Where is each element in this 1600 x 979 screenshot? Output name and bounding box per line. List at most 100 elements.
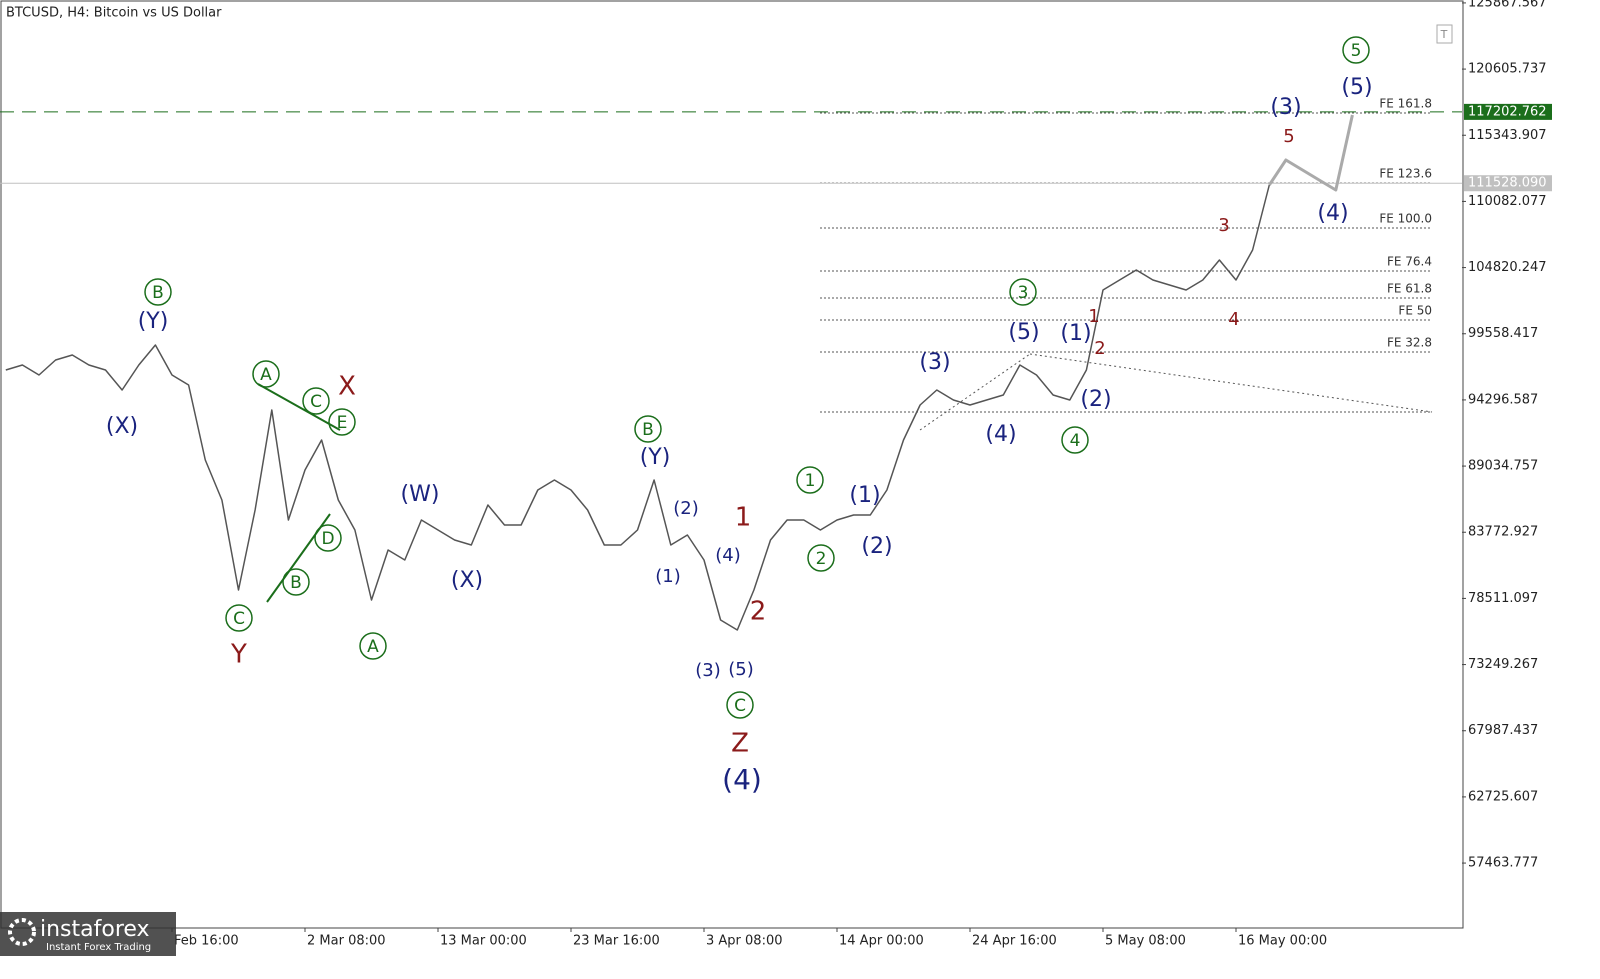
wave-label: 2	[1094, 338, 1105, 359]
y-tick-label: 115343.907	[1468, 128, 1547, 143]
watermark-box	[0, 912, 176, 956]
wave-label: (1)	[655, 566, 681, 587]
wave-label: (3)	[919, 350, 950, 375]
y-tick-label: 67987.437	[1468, 723, 1538, 738]
wave-label: A	[260, 365, 272, 385]
price-label: 117202.762	[1468, 104, 1547, 119]
wave-circle	[225, 604, 253, 632]
watermark-name: instaforex	[40, 917, 150, 942]
y-tick-label: 57463.777	[1468, 856, 1538, 871]
watermark-tagline: Instant Forex Trading	[46, 942, 151, 953]
y-tick-label: 89034.757	[1468, 459, 1538, 474]
wave-label: D	[321, 529, 334, 549]
y-tick-label: 83772.927	[1468, 525, 1538, 540]
wave-label: 5	[1283, 126, 1294, 147]
x-tick-label: 14 Apr 00:00	[839, 934, 924, 949]
wave-label: 2	[816, 549, 827, 569]
x-tick-label: 23 Mar 16:00	[573, 934, 660, 949]
wave-label: (4)	[985, 422, 1016, 447]
wave-circle	[359, 632, 387, 660]
y-tick-label: 73249.267	[1468, 657, 1538, 672]
wave-label: (2)	[1080, 387, 1111, 412]
wave-circle	[726, 691, 754, 719]
trendline	[257, 383, 341, 431]
wave-label: (W)	[401, 482, 440, 507]
wave-label: 4	[1070, 431, 1081, 451]
wave-label: Z	[731, 729, 749, 759]
fib-label: FE 50	[1398, 304, 1432, 318]
wave-label: 5	[1351, 41, 1362, 61]
wave-circle	[634, 415, 662, 443]
fib-label: FE 32.8	[1387, 336, 1432, 350]
wave-circle	[282, 568, 310, 596]
fib-label: FE 100.0	[1379, 212, 1432, 226]
wave-label: (1)	[849, 483, 880, 508]
projection	[1268, 114, 1354, 192]
x-tick-label: 2 Mar 08:00	[307, 934, 386, 949]
x-tick-label: 3 Apr 08:00	[706, 934, 783, 949]
wave-label: 1	[805, 471, 816, 491]
wave-circle	[796, 466, 824, 494]
wave-label: B	[642, 420, 654, 440]
x-tick-label: 24 Apr 16:00	[972, 934, 1057, 949]
x-tick-label: 5 May 08:00	[1105, 934, 1186, 949]
wave-label: 3	[1018, 283, 1029, 303]
wave-circle	[314, 524, 342, 552]
wave-label: C	[233, 609, 245, 629]
wave-label: B	[152, 283, 164, 303]
wave-label: (3)	[695, 660, 721, 681]
wave-circle	[1342, 36, 1370, 64]
price-label-box	[1464, 175, 1552, 192]
wave-label: E	[337, 413, 348, 433]
wave-label: 2	[750, 597, 767, 627]
price-label: 111528.090	[1468, 176, 1547, 191]
wave-label: 3	[1218, 215, 1229, 236]
wave-label: X	[338, 372, 356, 402]
wave-label: (4)	[715, 545, 741, 566]
fib-label: FE 161.8	[1379, 97, 1432, 111]
y-tick-label: 62725.607	[1468, 789, 1538, 804]
wave-circle	[252, 360, 280, 388]
plot-frame	[0, 0, 1464, 929]
wave-circle	[144, 278, 172, 306]
panel-icon	[1436, 24, 1453, 44]
wave-circle	[1061, 426, 1089, 454]
wave-circle	[302, 387, 330, 415]
wave-circle	[1009, 278, 1037, 306]
wave-label: (4)	[1317, 201, 1348, 226]
wave-label: (5)	[1341, 75, 1372, 100]
wave-label: A	[367, 637, 379, 657]
fib-label: FE 123.6	[1379, 167, 1432, 181]
wave-circle	[807, 544, 835, 572]
wave-circle	[328, 408, 356, 436]
wave-label: (3)	[1270, 95, 1301, 120]
watermark-logo	[8, 918, 36, 946]
y-tick-label: 125867.567	[1468, 0, 1547, 10]
wave-label: (4)	[722, 763, 762, 796]
wave-label: 1	[735, 503, 752, 533]
wave-label: (1)	[1060, 321, 1091, 346]
chart-title: BTCUSD, H4: Bitcoin vs US Dollar	[6, 6, 222, 21]
x-tick-label: Feb 16:00	[174, 934, 239, 949]
y-tick-label: 78511.097	[1468, 591, 1538, 606]
price-line-series	[5, 184, 1271, 631]
trend-dotted	[919, 353, 1031, 431]
fib-label: FE 61.8	[1387, 282, 1432, 296]
wave-label: C	[310, 392, 322, 412]
wave-label: (2)	[861, 534, 892, 559]
wave-label: C	[734, 696, 746, 716]
x-tick-label: 13 Mar 00:00	[440, 934, 527, 949]
price-label-box	[1464, 103, 1552, 120]
wave-label: (2)	[673, 498, 699, 519]
y-tick-label: 120605.737	[1468, 62, 1547, 77]
wave-label: (5)	[1008, 320, 1039, 345]
wave-label: (Y)	[640, 445, 671, 470]
fib-label: FE 76.4	[1387, 255, 1432, 269]
wave-label: (X)	[106, 414, 138, 439]
wave-label: 1	[1088, 306, 1099, 327]
y-tick-label: 110082.077	[1468, 194, 1547, 209]
watermark: instaforex Instant Forex Trading	[0, 912, 176, 956]
x-tick-label: 16 May 00:00	[1238, 934, 1327, 949]
